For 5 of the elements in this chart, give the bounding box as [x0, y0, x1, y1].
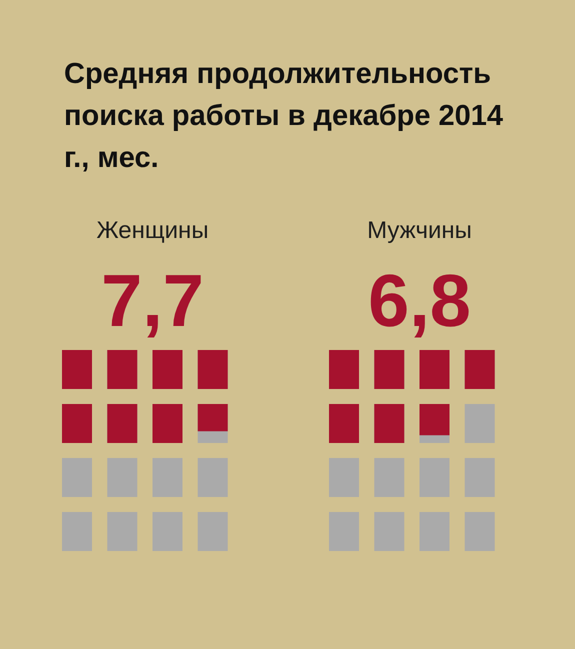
category-label: Мужчины: [367, 217, 472, 244]
data-label: 6,8: [368, 259, 471, 342]
text: Средняя продолжительность поиска работы в декабре 2014 г., мес.: [64, 58, 504, 174]
category-label: Женщины: [96, 217, 209, 244]
data-label: 7,7: [101, 259, 204, 342]
